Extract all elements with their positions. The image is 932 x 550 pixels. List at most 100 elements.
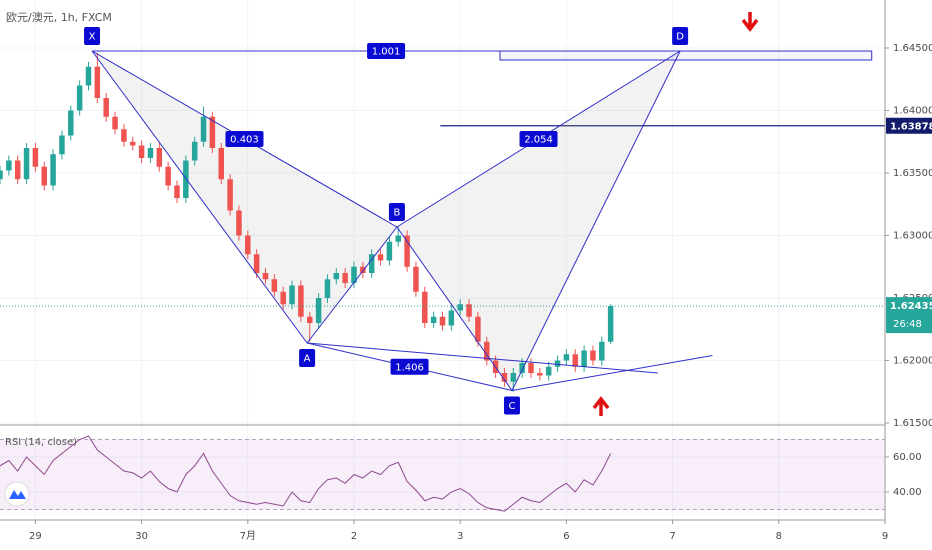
candle-body xyxy=(130,141,136,146)
candle-body xyxy=(156,148,163,167)
x-tick-label: 7月 xyxy=(240,530,256,542)
candle-body xyxy=(165,166,171,186)
y-tick-label: 1.63000 xyxy=(893,231,932,242)
candle-body xyxy=(253,254,260,273)
pattern-leg xyxy=(91,50,308,344)
countdown-label: 26:48 xyxy=(893,319,922,330)
candle-body xyxy=(457,304,463,311)
x-tick-label: 6 xyxy=(563,531,569,542)
candle-body xyxy=(448,310,455,326)
point-box xyxy=(84,27,101,45)
candle-body xyxy=(537,373,543,376)
candle-body xyxy=(236,210,242,236)
point-label: X xyxy=(89,32,96,43)
point-box xyxy=(503,396,520,415)
candle-body xyxy=(333,273,340,280)
candle-body xyxy=(280,291,286,305)
candle-body xyxy=(519,363,525,373)
candle-body xyxy=(386,241,393,261)
trend-line xyxy=(307,342,659,374)
hline-price-box xyxy=(886,117,932,134)
candle-body xyxy=(484,341,490,361)
chart-title: 欧元/澳元, 1h, FXCM xyxy=(6,11,112,24)
candle-body xyxy=(351,266,357,283)
ratio-label: 1.406 xyxy=(395,362,424,373)
candle-body xyxy=(360,266,366,273)
candle-body xyxy=(85,66,92,86)
candle-body xyxy=(68,110,74,136)
rsi-band xyxy=(0,439,885,510)
candle-body xyxy=(59,135,65,155)
candle-body xyxy=(6,160,12,171)
candle-body xyxy=(466,304,472,317)
y-tick-label: 1.64000 xyxy=(893,106,932,117)
point-label: B xyxy=(393,208,400,219)
y-tick-label: 1.64500 xyxy=(893,43,932,54)
candle-body xyxy=(191,141,198,161)
candle-body xyxy=(41,166,47,186)
candle-body xyxy=(413,266,419,292)
zone-rect xyxy=(499,50,873,61)
candle-body xyxy=(572,354,578,367)
y-tick-label: 1.63500 xyxy=(893,168,932,179)
pattern-fill xyxy=(92,51,397,343)
last-price-label: 1.62435 xyxy=(890,301,932,312)
candle-body xyxy=(218,148,224,180)
y-tick-label: 1.62000 xyxy=(893,356,932,367)
point-box xyxy=(672,27,689,45)
pattern-leg xyxy=(306,226,398,344)
ratio-label: 0.403 xyxy=(230,135,259,146)
candle-body xyxy=(395,235,401,242)
ratio-box xyxy=(225,131,264,147)
candle-body xyxy=(103,98,109,117)
candle-body xyxy=(94,66,101,98)
candle-body xyxy=(439,316,446,326)
candle-body xyxy=(324,279,331,298)
x-tick-label: 29 xyxy=(29,531,42,542)
candle-body xyxy=(599,341,605,361)
sell-arrow xyxy=(741,12,759,32)
candle-body xyxy=(475,316,481,342)
candle-body xyxy=(262,273,269,280)
candle-body xyxy=(227,179,233,211)
grid xyxy=(0,0,886,520)
candle-body xyxy=(138,145,145,158)
ratio-label: 2.054 xyxy=(524,135,553,146)
candle-body xyxy=(112,116,118,130)
candle-body xyxy=(545,366,552,376)
point-label: A xyxy=(304,354,311,365)
candle-body xyxy=(607,306,614,342)
candle-body xyxy=(289,285,295,305)
logo xyxy=(4,481,30,507)
trend-line xyxy=(511,355,713,391)
x-tick-label: 2 xyxy=(351,531,357,542)
candle-body xyxy=(183,160,189,198)
ratio-box xyxy=(367,43,406,59)
candle-body xyxy=(590,350,596,361)
y-tick-label: 40.00 xyxy=(893,487,922,498)
candle-body xyxy=(121,129,127,142)
candle-body xyxy=(50,154,56,186)
candle-body xyxy=(368,254,375,273)
candle-body xyxy=(209,116,216,148)
ratio-box xyxy=(519,131,558,147)
ratio-label: 1.001 xyxy=(372,47,401,58)
candle-body xyxy=(174,185,180,198)
hline-price-label: 1.63878 xyxy=(890,121,932,132)
point-label: D xyxy=(676,32,684,43)
pattern-leg xyxy=(511,50,681,391)
candle-body xyxy=(14,160,21,180)
candle-body xyxy=(581,350,587,367)
candle-body xyxy=(510,373,517,382)
pattern-leg xyxy=(396,226,513,391)
y-tick-label: 60.00 xyxy=(893,452,922,463)
candle-body xyxy=(32,148,39,167)
indicator-name: RSI (14, close) xyxy=(5,437,77,448)
ratio-box xyxy=(390,358,429,375)
candle-body xyxy=(563,354,570,361)
candle-body xyxy=(528,363,534,373)
candle-body xyxy=(307,316,313,323)
candle-body xyxy=(147,148,154,158)
